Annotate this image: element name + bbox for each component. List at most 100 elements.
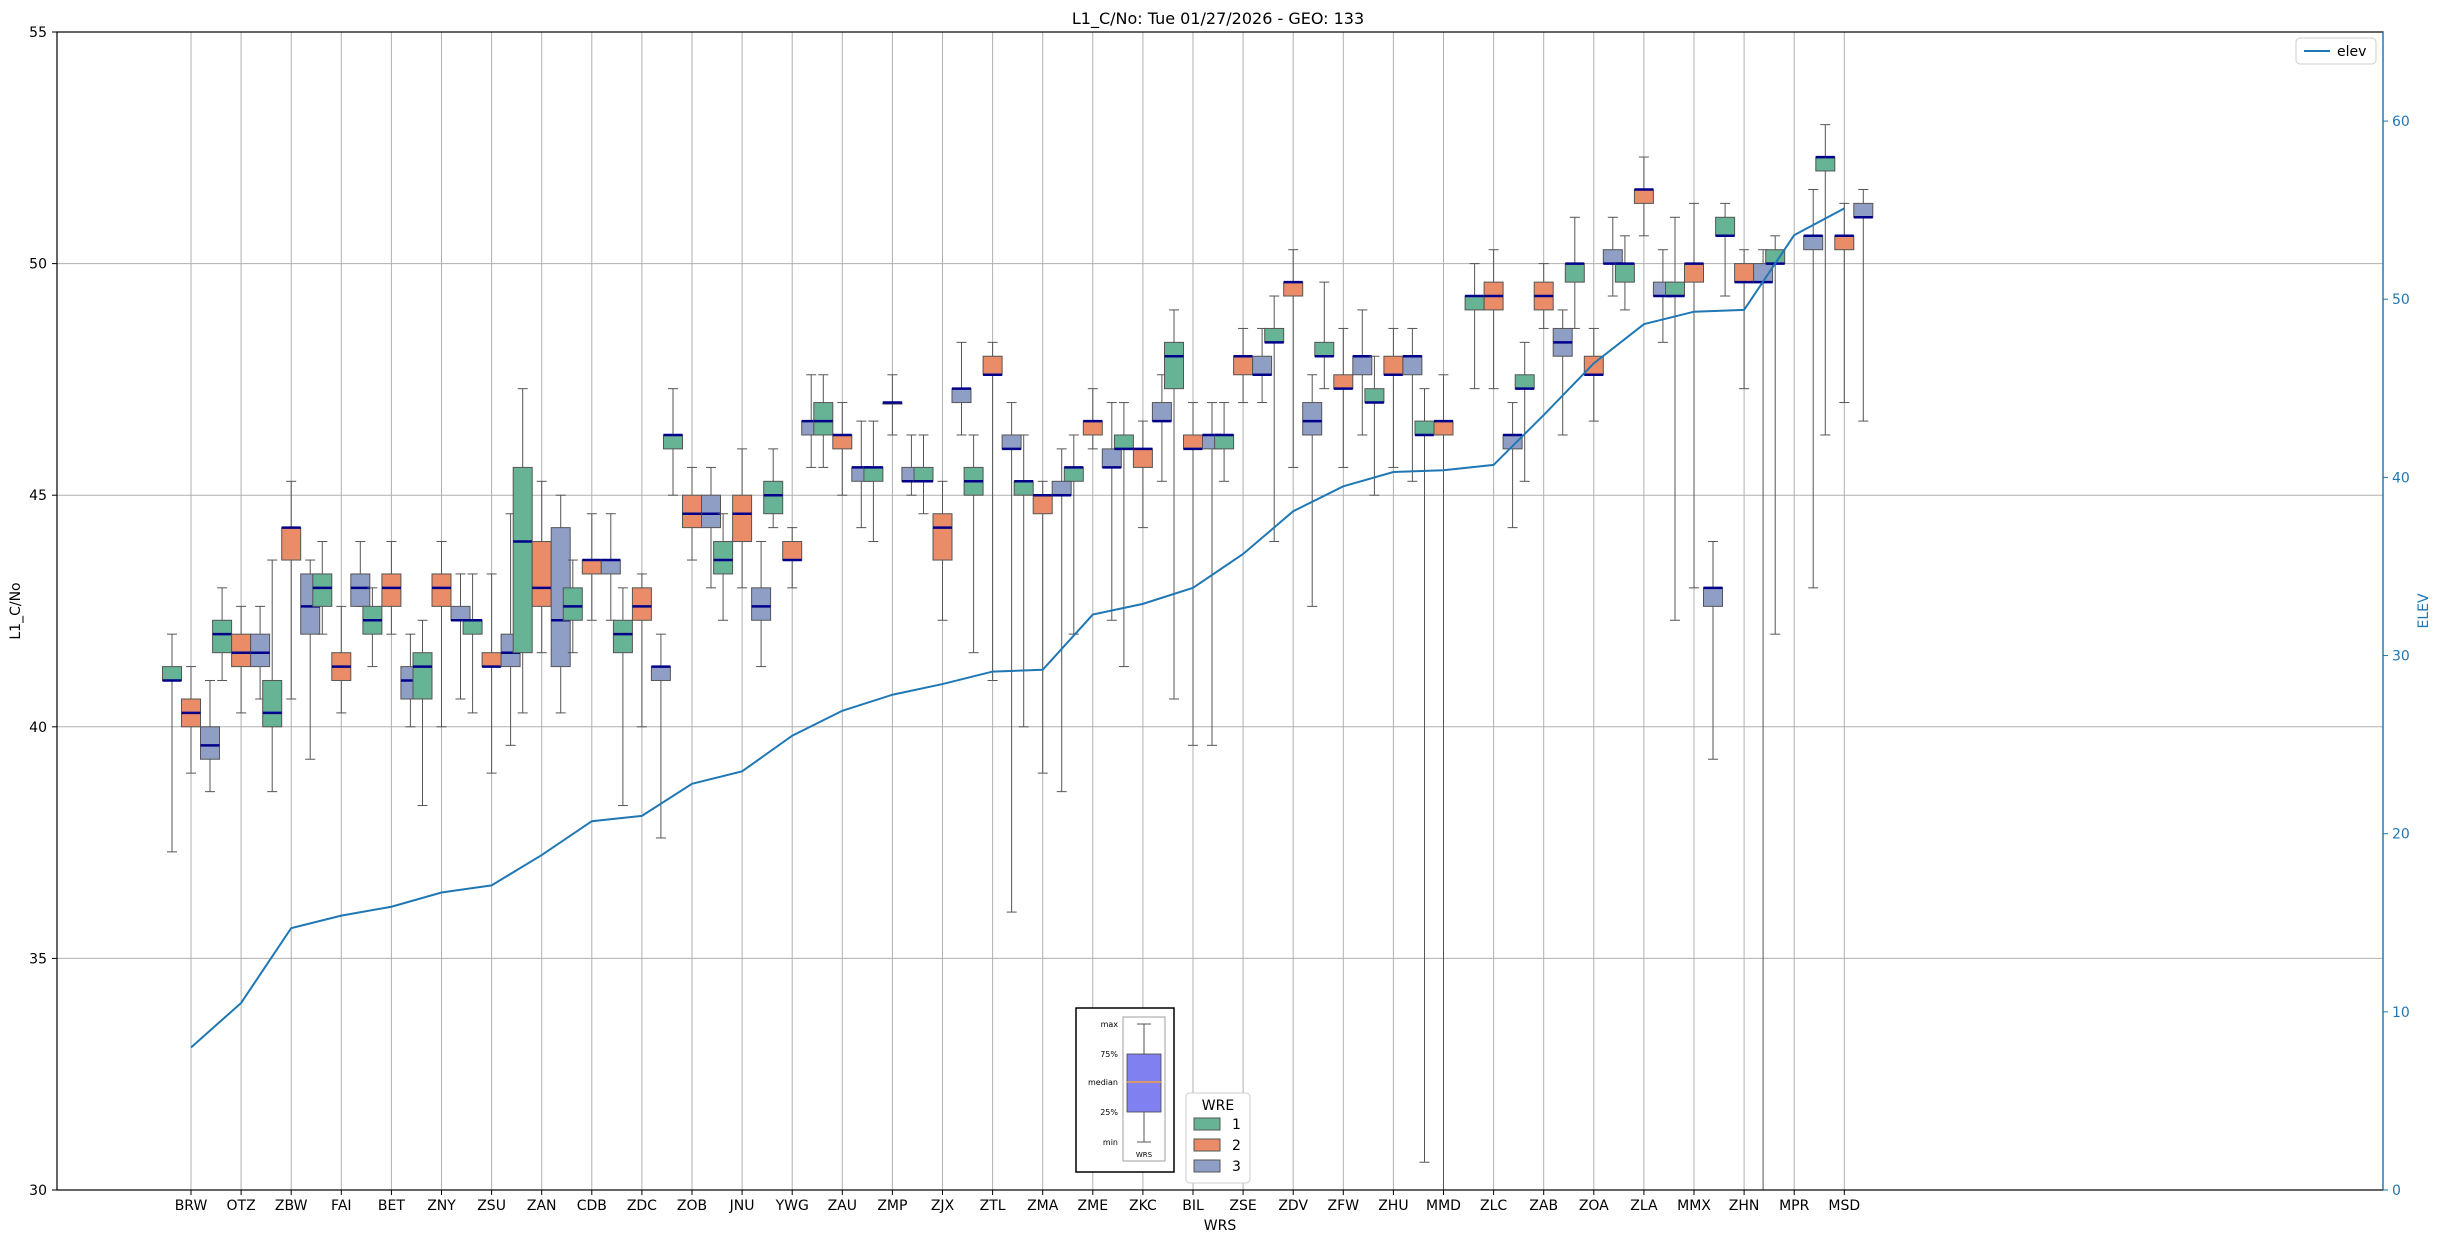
iqr-box [450, 605, 471, 621]
iqr-box [1001, 434, 1022, 450]
iqr-box [763, 480, 784, 515]
key-xlabel: WRS [1136, 1151, 1153, 1159]
box-zoa-wre1 [1564, 216, 1585, 329]
box-zfw-wre2 [1333, 327, 1354, 468]
box-zkc-wre2 [1132, 420, 1153, 529]
iqr-box [1383, 355, 1404, 376]
x-tick-label: ZDC [627, 1198, 657, 1214]
box-zma-wre3 [1051, 448, 1072, 793]
iqr-box [1734, 263, 1755, 283]
y2-tick-label: 50 [2392, 292, 2410, 308]
iqr-box [381, 573, 402, 607]
iqr-box [1853, 202, 1874, 218]
iqr-box [1132, 448, 1153, 468]
iqr-box [650, 666, 671, 681]
iqr-box [462, 619, 483, 635]
box-zan-wre2 [531, 480, 552, 654]
iqr-box [1233, 355, 1254, 376]
iqr-box [701, 494, 721, 529]
iqr-box [1013, 480, 1034, 496]
box-zob-wre1 [663, 388, 683, 496]
y-tick-label: 40 [29, 720, 47, 736]
box-cdb-wre1 [562, 559, 583, 654]
iqr-box [350, 573, 371, 607]
box-zjx-wre1 [913, 434, 934, 515]
iqr-box [1032, 494, 1053, 515]
key-label-3: median [1088, 1078, 1118, 1087]
box-bet-wre2 [381, 541, 402, 635]
x-tick-label: ZDV [1278, 1198, 1308, 1214]
y2-tick-label: 20 [2392, 827, 2410, 843]
iqr-box [1414, 420, 1435, 436]
iqr-box [1252, 355, 1273, 376]
box-zhn-wre1 [1715, 202, 1736, 297]
y-tick-label: 30 [29, 1183, 47, 1199]
iqr-box [951, 388, 972, 404]
box-msd-wre2 [1834, 202, 1855, 404]
box-cdb-wre2 [581, 513, 602, 621]
box-zse-wre3 [1252, 327, 1273, 404]
wre-legend-label-2: 2 [1232, 1138, 1241, 1154]
iqr-box [1333, 374, 1354, 390]
box-zhn-wre2 [1734, 249, 1755, 390]
x-tick-label: ZME [1078, 1198, 1109, 1214]
box-zsu-wre1 [462, 573, 483, 714]
iqr-box [663, 434, 683, 450]
box-zau-wre2 [832, 402, 853, 496]
y2-tick-label: 40 [2392, 470, 2410, 486]
box-zme-wre3 [1101, 402, 1122, 621]
box-jnu-wre2 [732, 448, 753, 589]
iqr-box [1834, 235, 1855, 251]
x-tick-label: ZLA [1630, 1198, 1658, 1214]
box-otz-wre2 [231, 605, 252, 714]
iqr-box [1101, 448, 1122, 468]
box-ywg-wre2 [782, 527, 803, 589]
x-tick-label: ZKC [1129, 1198, 1157, 1214]
x-tick-label: ZSU [477, 1198, 506, 1214]
iqr-box [600, 559, 621, 575]
box-zfw-wre1 [1314, 281, 1335, 390]
y-tick-label: 45 [29, 488, 47, 504]
y-tick-label: 35 [29, 951, 47, 967]
iqr-box [250, 633, 271, 668]
iqr-box [581, 559, 602, 575]
iqr-box [1815, 156, 1836, 172]
key-label-5: min [1103, 1138, 1118, 1147]
iqr-box [531, 541, 552, 607]
x-tick-label: ZBW [275, 1198, 308, 1214]
box-ztl-wre2 [982, 341, 1003, 681]
box-zmp-wre2 [882, 374, 903, 436]
iqr-box [1433, 420, 1454, 436]
box-zoa-wre3 [1602, 216, 1623, 297]
box-zma-wre2 [1032, 480, 1053, 774]
iqr-box [1051, 480, 1072, 496]
iqr-box [412, 652, 433, 700]
x-tick-label: ZHU [1378, 1198, 1408, 1214]
elev-legend-frame [2295, 37, 2377, 65]
box-mmx-wre1 [1665, 216, 1685, 621]
wre-legend-swatch-2 [1193, 1138, 1221, 1152]
box-zse-wre2 [1233, 327, 1254, 404]
iqr-box [1113, 434, 1134, 450]
box-fai-wre2 [331, 605, 352, 714]
x-tick-label: MMD [1426, 1198, 1461, 1214]
x-axis-label: WRS [1204, 1218, 1237, 1234]
box-zma-wre1 [1013, 434, 1034, 728]
box-zdv-wre1 [1264, 295, 1285, 543]
iqr-box [732, 494, 753, 543]
box-zla-wre2 [1633, 156, 1654, 237]
x-tick-label: MMX [1677, 1198, 1711, 1214]
x-tick-label: ZLC [1480, 1198, 1507, 1214]
key-label-4: 25% [1100, 1108, 1118, 1117]
iqr-box [162, 666, 182, 681]
iqr-box [262, 679, 283, 728]
box-msd-wre1 [1815, 124, 1836, 436]
iqr-box [1151, 402, 1172, 422]
x-tick-label: ZFW [1328, 1198, 1360, 1214]
box-zdc-wre3 [650, 633, 671, 839]
x-tick-label: ZMA [1027, 1198, 1059, 1214]
wre-legend-swatch-3 [1193, 1159, 1221, 1173]
box-zlc-wre2 [1483, 249, 1504, 390]
y2-tick-label: 30 [2392, 649, 2410, 665]
